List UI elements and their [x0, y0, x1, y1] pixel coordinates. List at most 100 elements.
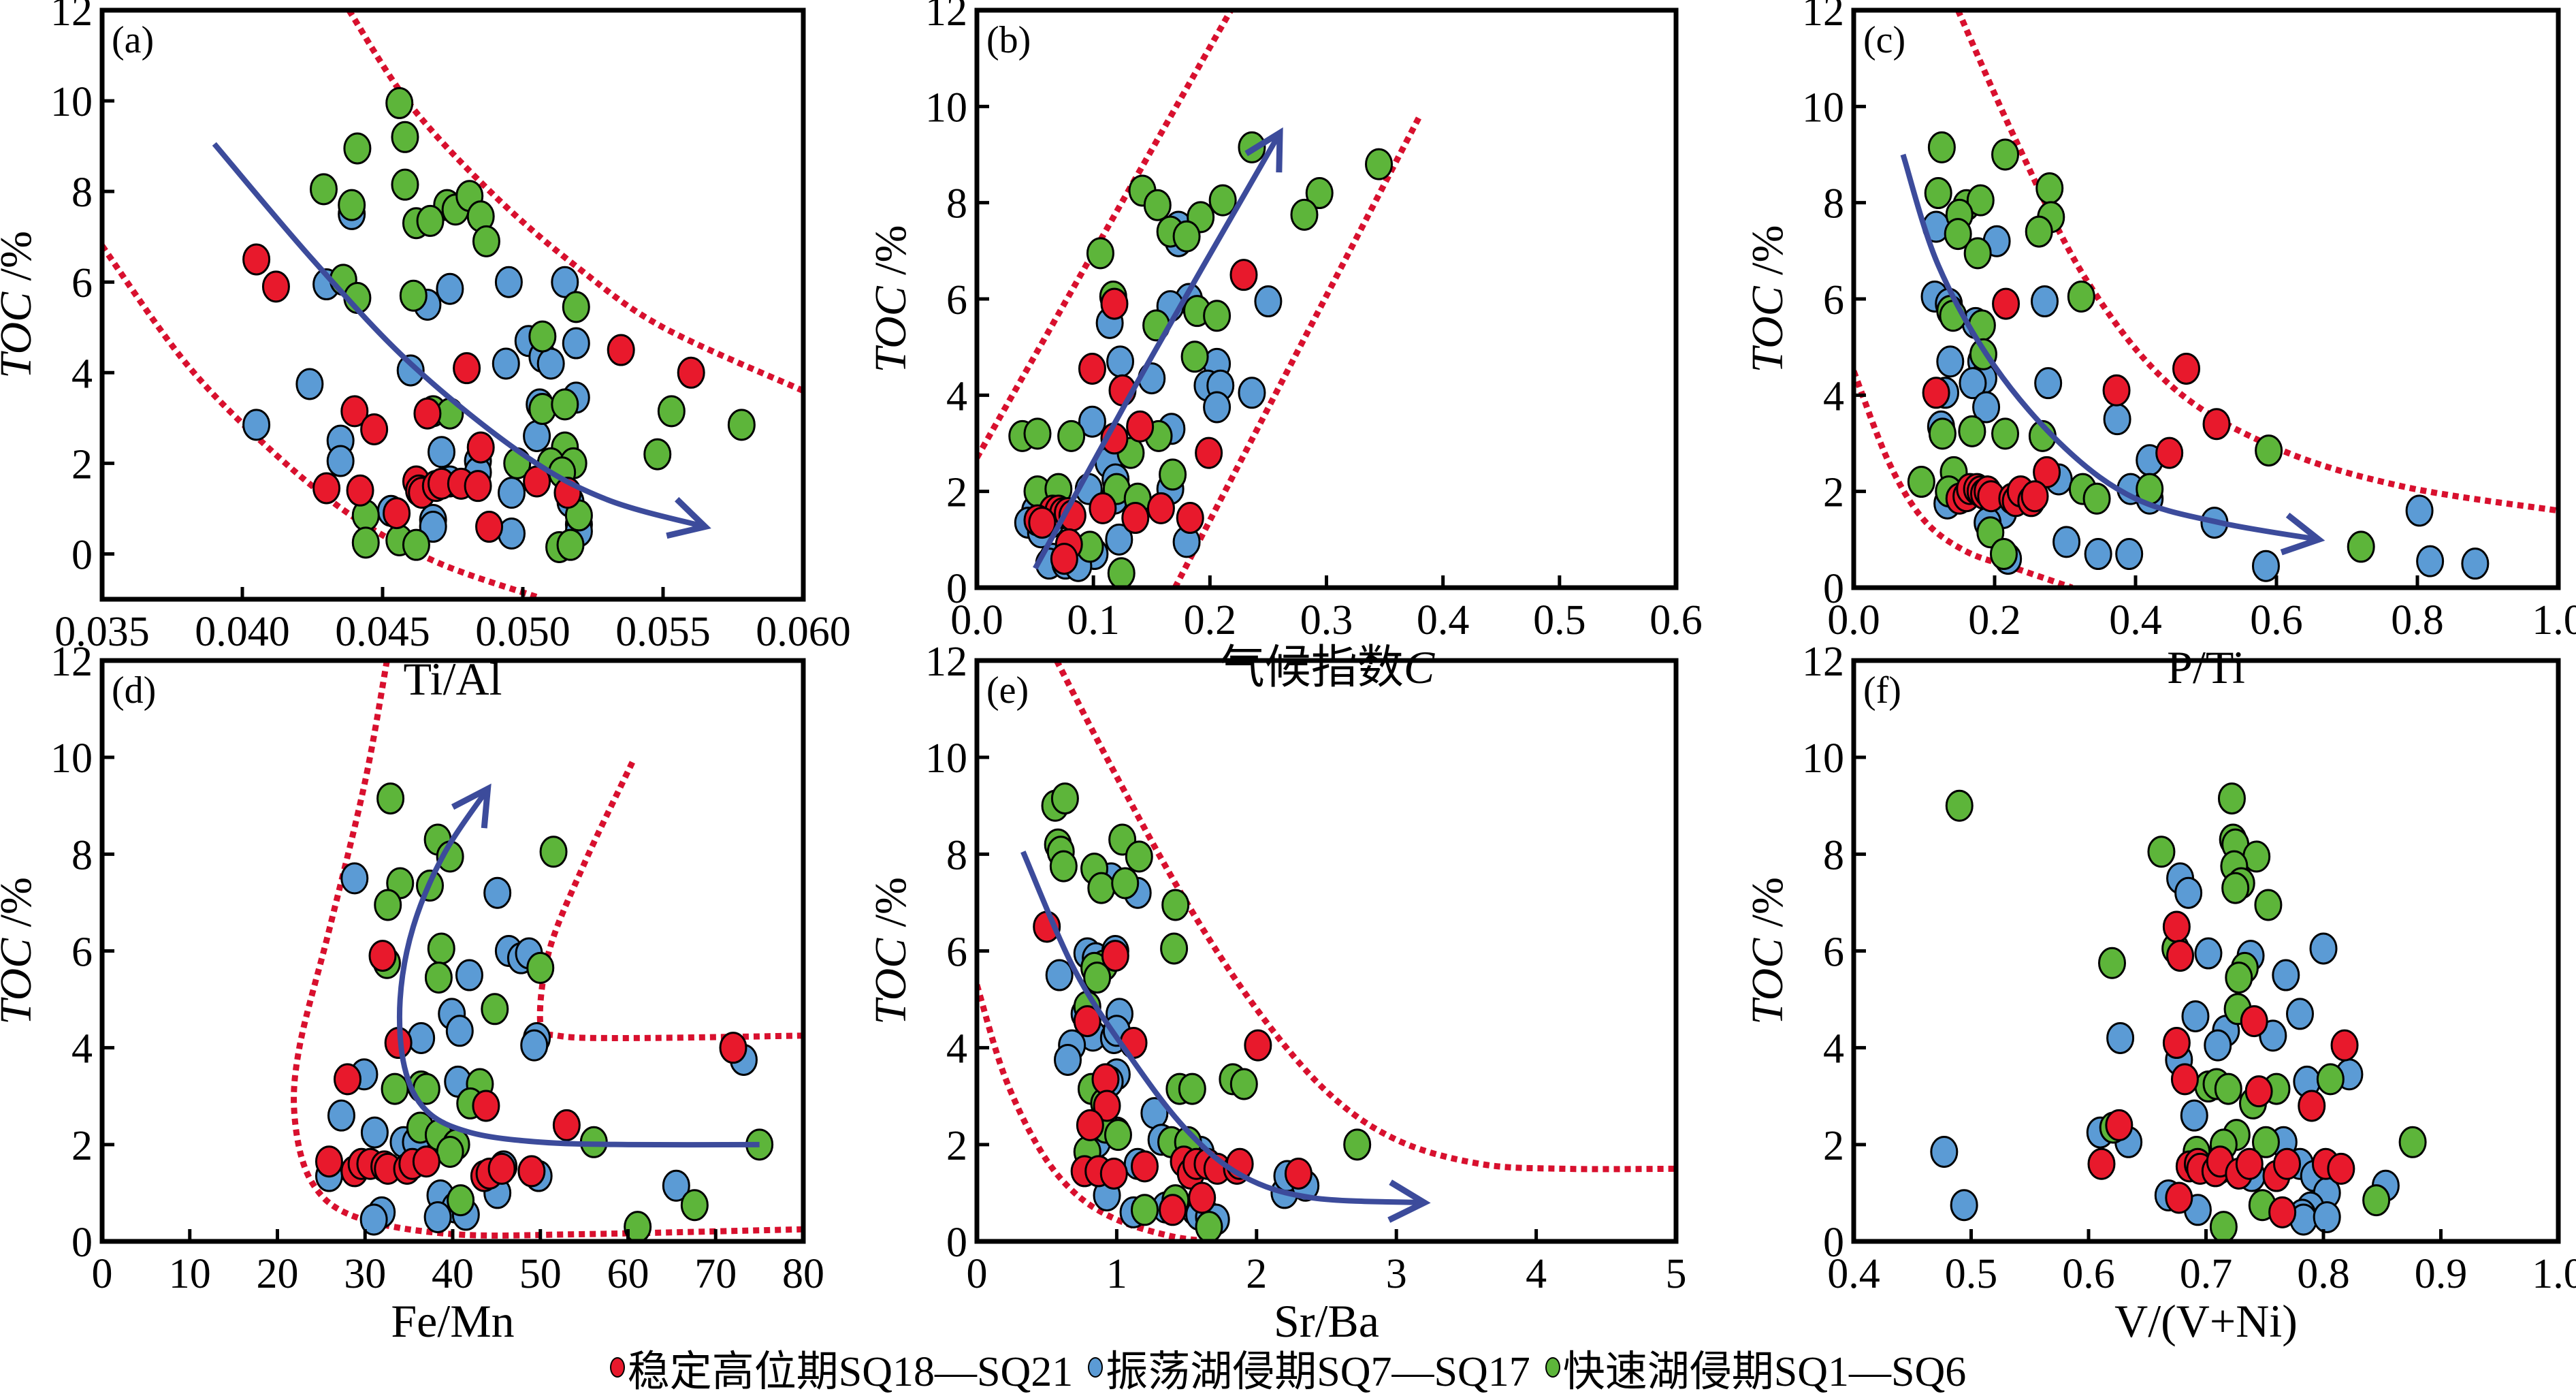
point-oscillating	[2052, 526, 2081, 558]
point-stable	[2330, 1029, 2359, 1062]
x-axis-title: P/Ti	[2167, 641, 2245, 693]
point-oscillating	[2313, 1201, 2341, 1233]
point-stable	[315, 1145, 343, 1178]
x-tick-label: 0.8	[2297, 1251, 2350, 1297]
legend-item-stable: 稳定高位期SQ18—SQ21	[609, 1337, 1073, 1398]
envelope-curve	[536, 761, 803, 1041]
y-tick-label: 8	[1823, 832, 1844, 878]
x-tick-label: 0.2	[1184, 597, 1237, 644]
y-tick-label: 0	[946, 1220, 967, 1266]
point-rapid	[402, 528, 430, 561]
point-stable	[360, 413, 389, 445]
panel-a: 0.035 0.040 0.045 0.050 0.055 0.060 0 2 4 6 8 10 12 (…	[0, 0, 851, 705]
point-rapid	[391, 121, 419, 153]
envelope-curve	[977, 983, 1215, 1241]
y-tick-label: 8	[1823, 181, 1844, 227]
point-oscillating	[551, 266, 579, 298]
point-rapid	[1130, 1194, 1159, 1226]
point-rapid	[1958, 415, 1986, 447]
envelope-curve	[102, 244, 538, 599]
point-rapid	[2098, 947, 2126, 979]
point-rapid	[416, 204, 445, 237]
y-tick-label: 10	[925, 735, 967, 782]
point-rapid	[1083, 962, 1112, 994]
point-rapid	[2254, 889, 2283, 921]
panel-label: (f)	[1863, 669, 1901, 712]
y-tick-label: 10	[925, 84, 967, 131]
point-stable	[1073, 1005, 1101, 1038]
point-stable	[412, 1145, 440, 1178]
legend-label-rapid: 快速湖侵期SQ1—SQ6	[1562, 1349, 1967, 1395]
point-rapid	[1050, 782, 1079, 815]
point-rapid	[2025, 215, 2053, 248]
x-tick-label: 2	[1246, 1251, 1267, 1297]
point-stable	[383, 497, 411, 530]
point-oscillating	[1105, 523, 1133, 556]
point-oscillating	[2194, 937, 2223, 970]
y-tick-label: 0	[71, 1220, 93, 1266]
legend-item-oscillating: 振荡湖侵期SQ7—SQ17	[1088, 1337, 1530, 1398]
point-stable	[368, 940, 397, 972]
x-tick-label: 60	[607, 1251, 649, 1297]
y-tick-label: 10	[1802, 84, 1844, 131]
point-rapid	[1966, 184, 1995, 217]
x-tick-label: 0.5	[1533, 597, 1586, 644]
point-stable	[1176, 502, 1204, 535]
y-tick-label: 8	[946, 832, 967, 878]
point-stable	[1119, 1027, 1148, 1060]
point-rapid	[562, 291, 590, 323]
panel-label: (b)	[986, 19, 1031, 61]
point-rapid	[526, 951, 555, 984]
point-rapid	[1365, 148, 1394, 180]
x-tick-label: 10	[169, 1251, 211, 1297]
y-tick-label: 6	[1823, 277, 1844, 323]
envelope-curve	[1955, 10, 2558, 514]
point-rapid	[1927, 131, 1956, 163]
point-oscillating	[2030, 285, 2059, 318]
point-rapid	[309, 173, 338, 206]
point-oscillating	[1203, 391, 1231, 424]
panel-d: 0 10 20 30 40 50 60 70 80 0 2 4 6 8 10 12 (d) Fe/Mn TOC /%	[0, 639, 824, 1347]
point-stable	[1089, 492, 1117, 524]
y-tick-label: 4	[1823, 373, 1844, 419]
point-rapid	[2316, 1063, 2345, 1096]
point-rapid	[399, 279, 428, 312]
trend-arrow	[212, 142, 706, 530]
point-stable	[2105, 1109, 2134, 1141]
plot-frame	[99, 7, 806, 602]
point-rapid	[1087, 872, 1116, 904]
point-rapid	[2209, 1211, 2238, 1243]
point-oscillating	[445, 1015, 474, 1047]
point-rapid	[556, 528, 585, 561]
point-rapid	[1290, 198, 1319, 231]
point-rapid	[1111, 867, 1140, 900]
panel-b: 0.0 0.1 0.2 0.3 0.4 0.5 0.6 0 2 4 6 8 10 12 (b) 气候指数C TO…	[866, 0, 1703, 693]
y-tick-label: 2	[1823, 470, 1844, 516]
x-tick-label: 0.050	[475, 609, 570, 655]
point-stable	[312, 472, 341, 505]
point-oscillating	[523, 419, 551, 452]
point-oscillating	[2272, 959, 2300, 991]
point-stable	[1091, 1063, 1120, 1096]
point-stable	[2244, 1075, 2273, 1108]
point-stable	[1078, 352, 1106, 385]
point-oscillating	[2180, 1099, 2208, 1132]
point-rapid	[2362, 1184, 2391, 1217]
point-oscillating	[2034, 367, 2063, 400]
point-rapid	[657, 395, 686, 428]
x-tick-label: 1.0	[2532, 1251, 2576, 1297]
panel-label: (e)	[986, 669, 1029, 712]
point-rapid	[1180, 340, 1209, 373]
point-oscillating	[2106, 1021, 2135, 1054]
point-oscillating	[2416, 545, 2445, 577]
point-oscillating	[359, 1203, 388, 1236]
point-stable	[1121, 502, 1150, 535]
point-oscillating	[498, 477, 526, 509]
y-axis-title: TOC /%	[866, 877, 916, 1025]
x-tick-label: 4	[1526, 1251, 1547, 1297]
point-oscillating	[1950, 1189, 1978, 1222]
point-oscillating	[1254, 285, 1283, 318]
y-tick-label: 0	[946, 566, 967, 612]
point-stable	[1229, 259, 1258, 291]
point-rapid	[2082, 482, 2111, 515]
